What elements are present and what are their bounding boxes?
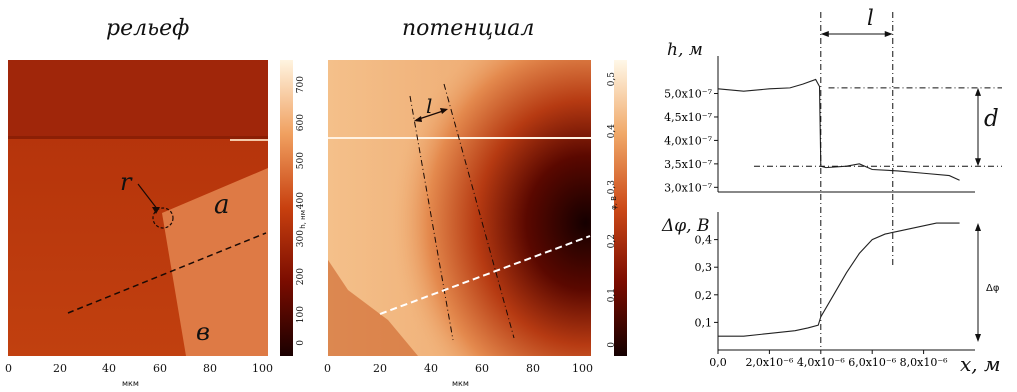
d-arrow-head-bottom	[975, 158, 981, 167]
relief-label-b: в	[196, 318, 210, 346]
annotation-d: d	[984, 106, 999, 132]
relief-cb-tick-2: 200	[296, 268, 306, 286]
potential-x-tick-0: 0	[324, 362, 331, 375]
relief-label-r: r	[120, 168, 132, 196]
relief-cb-tick-6: 600	[296, 114, 306, 132]
annotation-l: l	[867, 6, 874, 30]
relief-cb-tick-7: 700	[296, 76, 306, 94]
potential-cb-tick-0: 0	[607, 342, 617, 348]
potential-x-tick-label: 8,0x10⁻⁶	[900, 356, 949, 369]
potential-cb-tick-4: 0,4	[607, 124, 617, 139]
potential-cb-tick-1: 0,1	[607, 288, 617, 303]
height-y-tick-label: 5,0x10⁻⁷	[664, 88, 713, 101]
potential-x-tick-5: 100	[572, 362, 593, 375]
potential-cb-tick-2: 0,2	[607, 234, 617, 249]
potential-profile-plot: 0,1 0,2 0,3 0,4 0,0 2,0x10⁻⁶ 4,0x10⁻⁶ 6,0x10⁻⁶ 8…	[695, 212, 975, 369]
potential-x-unit: мкм	[452, 379, 469, 388]
dphi-arrow-head-bottom	[975, 334, 981, 342]
height-ylabel: h, м	[667, 40, 703, 60]
relief-x-tick-1: 20	[53, 362, 67, 375]
dphi-arrow-head-top	[975, 223, 981, 232]
potential-cb-tick-5: 0,5	[607, 72, 617, 87]
relief-cb-tick-0: 0	[296, 340, 306, 346]
relief-cb-tick-3: 300	[296, 230, 306, 248]
relief-label-a: a	[214, 190, 230, 220]
relief-x-tick-4: 80	[203, 362, 217, 375]
potential-x-tick-label: 2,0x10⁻⁶	[745, 356, 794, 369]
potential-title: потенциал	[402, 16, 535, 41]
potential-x-tick-4: 80	[526, 362, 540, 375]
potential-xlabel: x, м	[960, 352, 1001, 376]
height-profile-line	[717, 78, 960, 181]
relief-cb-tick-1: 100	[296, 306, 306, 324]
height-profile-plot: 3,0x10⁻⁷ 3,5x10⁻⁷ 4,0x10⁻⁷ 4,5x10⁻⁷ 5,0x10⁻⁷	[664, 56, 975, 194]
potential-cb-tick-3: 0,3	[607, 180, 617, 195]
potential-y-tick-label: 0,1	[695, 316, 713, 329]
annotation-dphi: Δφ	[986, 283, 1000, 294]
potential-label-l: l	[426, 94, 433, 118]
potential-profile-line	[718, 222, 960, 337]
potential-x-tick-3: 60	[475, 362, 489, 375]
relief-x-tick-5: 100	[252, 362, 273, 375]
relief-cb-tick-4: 400	[296, 192, 306, 210]
potential-map	[328, 60, 627, 356]
potential-cb-unit: φ, В	[610, 196, 618, 210]
potential-y-tick-label: 0,4	[695, 234, 713, 247]
relief-x-tick-3: 60	[153, 362, 167, 375]
relief-map	[8, 60, 293, 356]
d-arrow-head-top	[975, 87, 981, 96]
relief-x-tick-0: 0	[5, 362, 12, 375]
profiles-chart: 3,0x10⁻⁷ 3,5x10⁻⁷ 4,0x10⁻⁷ 4,5x10⁻⁷ 5,0x10⁻⁷…	[664, 12, 1002, 369]
relief-cb-tick-5: 500	[296, 152, 306, 170]
profile-annotations	[753, 12, 1002, 350]
relief-title: рельеф	[106, 16, 190, 41]
relief-x-tick-2: 40	[102, 362, 116, 375]
potential-x-tick-2: 40	[424, 362, 438, 375]
height-y-tick-label: 3,5x10⁻⁷	[664, 158, 713, 171]
height-y-tick-label: 3,0x10⁻⁷	[664, 181, 713, 194]
potential-x-tick-label: 0,0	[709, 356, 727, 369]
height-y-tick-label: 4,0x10⁻⁷	[664, 134, 713, 147]
height-y-tick-label: 4,5x10⁻⁷	[664, 111, 713, 124]
l-arrow-head-right	[884, 31, 893, 37]
l-arrow-head-left	[820, 31, 829, 37]
potential-x-tick-label: 6,0x10⁻⁶	[848, 356, 897, 369]
relief-x-unit: мкм	[122, 379, 139, 388]
potential-y-tick-label: 0,3	[695, 261, 713, 274]
relief-cb-unit: h, нм	[299, 210, 307, 229]
potential-y-tick-label: 0,2	[695, 289, 713, 302]
potential-ylabel: Δφ, В	[662, 216, 710, 236]
potential-x-tick-label: 4,0x10⁻⁶	[797, 356, 846, 369]
potential-x-tick-1: 20	[373, 362, 387, 375]
